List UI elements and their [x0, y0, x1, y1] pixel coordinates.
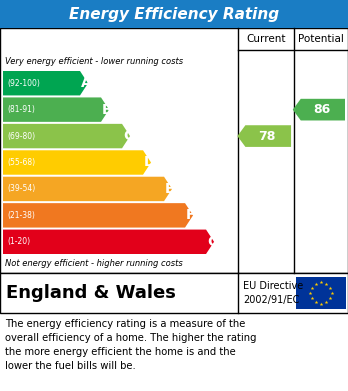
Text: D: D — [144, 156, 156, 170]
Bar — [0, 273, 348, 313]
Text: E: E — [165, 182, 175, 196]
Text: The energy efficiency rating is a measure of the
overall efficiency of a home. T: The energy efficiency rating is a measur… — [5, 319, 256, 371]
Text: Energy Efficiency Rating: Energy Efficiency Rating — [69, 7, 279, 22]
Text: 78: 78 — [259, 129, 276, 143]
Polygon shape — [3, 177, 172, 201]
Text: C: C — [123, 129, 133, 143]
Polygon shape — [293, 99, 345, 120]
Text: Very energy efficient - lower running costs: Very energy efficient - lower running co… — [5, 57, 183, 66]
Text: G: G — [207, 235, 219, 249]
Text: Current: Current — [246, 34, 286, 44]
Polygon shape — [3, 71, 88, 95]
Text: (21-38): (21-38) — [7, 211, 35, 220]
Bar — [296, 277, 346, 309]
Polygon shape — [237, 125, 291, 147]
Text: B: B — [102, 103, 113, 117]
Text: EU Directive
2002/91/EC: EU Directive 2002/91/EC — [243, 282, 303, 305]
Text: (81-91): (81-91) — [7, 105, 35, 114]
Polygon shape — [3, 150, 151, 175]
Text: Potential: Potential — [298, 34, 344, 44]
Polygon shape — [3, 230, 214, 254]
Bar — [0, 0, 348, 28]
Polygon shape — [3, 124, 130, 148]
Text: (92-100): (92-100) — [7, 79, 40, 88]
Polygon shape — [3, 203, 193, 228]
Text: Not energy efficient - higher running costs: Not energy efficient - higher running co… — [5, 258, 183, 267]
Bar — [0, 28, 348, 273]
Text: (39-54): (39-54) — [7, 185, 35, 194]
Polygon shape — [3, 97, 109, 122]
Text: (55-68): (55-68) — [7, 158, 35, 167]
Text: (69-80): (69-80) — [7, 131, 35, 141]
Text: (1-20): (1-20) — [7, 237, 30, 246]
Text: F: F — [186, 208, 196, 222]
Text: A: A — [81, 76, 92, 90]
Text: England & Wales: England & Wales — [6, 284, 176, 302]
Text: 86: 86 — [313, 103, 331, 116]
